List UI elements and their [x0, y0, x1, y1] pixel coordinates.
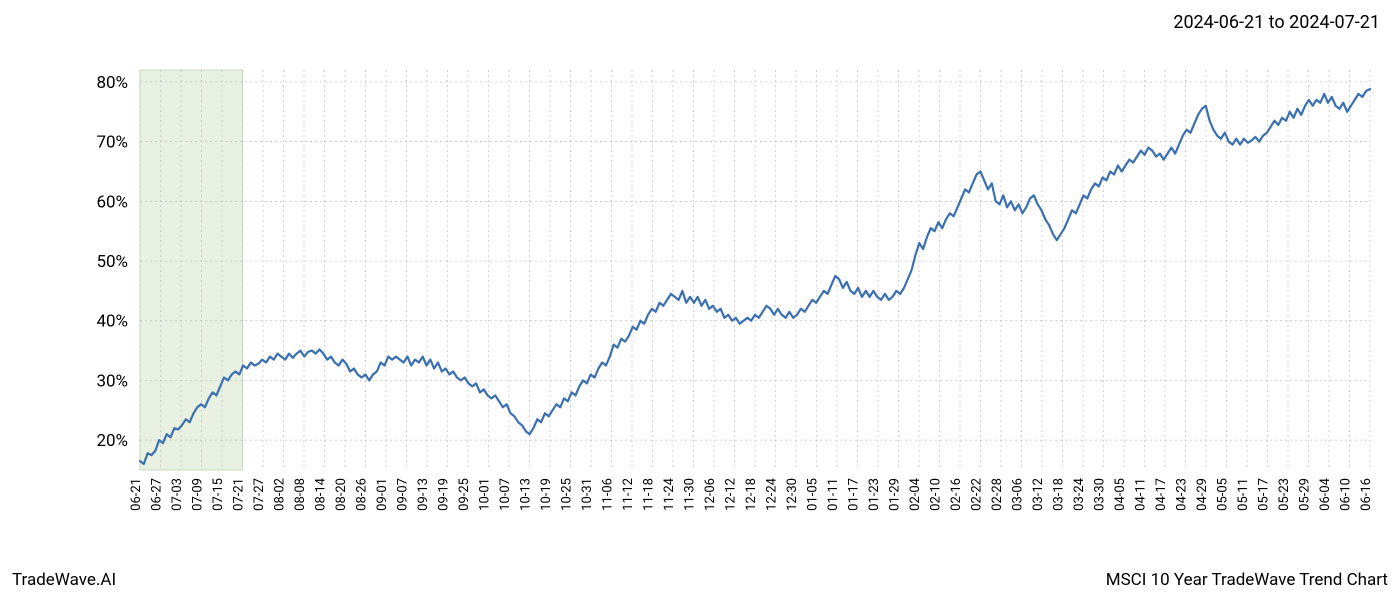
x-tick-label: 04-17	[1154, 478, 1169, 511]
x-tick-label: 12-30	[785, 478, 800, 511]
x-tick-label: 10-19	[539, 478, 554, 511]
x-tick-label: 03-18	[1052, 478, 1067, 511]
x-tick-label: 05-23	[1277, 478, 1292, 511]
x-tick-label: 08-26	[355, 478, 370, 511]
x-tick-label: 12-18	[744, 478, 759, 511]
y-tick-label: 40%	[96, 312, 128, 332]
x-tick-label: 11-18	[642, 478, 657, 511]
x-tick-label: 09-01	[375, 478, 390, 511]
footer-brand: TradeWave.AI	[12, 570, 116, 590]
x-tick-label: 02-04	[908, 477, 923, 511]
x-tick-label: 04-05	[1113, 478, 1128, 511]
y-tick-label: 20%	[96, 431, 128, 451]
footer-chart-title: MSCI 10 Year TradeWave Trend Chart	[1106, 570, 1388, 590]
x-tick-label: 11-12	[621, 478, 636, 511]
x-tick-label: 07-09	[191, 478, 206, 511]
trend-chart: 20% 30% 40% 50% 60% 70% 80% 06-21 06-27 07-03 07-0…	[0, 40, 1400, 570]
x-tick-label: 09-07	[396, 478, 411, 511]
x-tick-label: 06-10	[1339, 478, 1354, 511]
x-tick-label: 08-20	[334, 478, 349, 511]
y-tick-label: 70%	[96, 133, 128, 153]
x-tick-label: 09-19	[437, 478, 452, 511]
x-tick-label: 05-05	[1216, 478, 1231, 511]
y-tick-label: 80%	[96, 73, 128, 93]
x-tick-label: 01-29	[888, 478, 903, 511]
x-tick-label: 04-23	[1175, 478, 1190, 511]
x-tick-label: 02-28	[990, 478, 1005, 511]
x-tick-label: 01-11	[826, 478, 841, 511]
y-tick-label: 50%	[96, 252, 128, 272]
highlight-band	[140, 70, 243, 470]
x-tick-label: 11-06	[601, 478, 616, 511]
x-tick-label: 04-11	[1134, 478, 1149, 511]
x-tick-label: 02-10	[929, 478, 944, 511]
x-tick-label: 08-14	[314, 477, 329, 511]
x-tick-label: 03-06	[1011, 478, 1026, 511]
x-tick-label: 03-24	[1072, 477, 1087, 511]
x-tick-label: 06-04	[1318, 477, 1333, 511]
y-tick-label: 60%	[96, 192, 128, 212]
x-tick-label: 06-21	[129, 478, 144, 511]
x-tick-label: 01-23	[867, 478, 882, 511]
x-tick-label: 06-16	[1359, 478, 1374, 511]
x-tick-label: 05-17	[1257, 478, 1272, 511]
x-tick-label: 07-21	[232, 478, 247, 511]
x-tick-label: 10-07	[498, 478, 513, 511]
x-tick-label: 02-16	[949, 478, 964, 511]
x-tick-label: 02-22	[970, 478, 985, 511]
x-tick-label: 05-29	[1298, 478, 1313, 511]
x-tick-label: 10-13	[519, 478, 534, 511]
x-tick-label: 09-13	[416, 478, 431, 511]
x-tick-label: 11-30	[683, 478, 698, 511]
x-tick-label: 12-06	[703, 478, 718, 511]
x-tick-label: 08-08	[293, 478, 308, 511]
x-tick-label: 01-17	[847, 478, 862, 511]
date-range-label: 2024-06-21 to 2024-07-21	[1173, 12, 1380, 33]
x-tick-label: 06-27	[150, 478, 165, 511]
x-tick-label: 10-25	[560, 478, 575, 511]
x-tick-label: 07-03	[170, 478, 185, 511]
y-tick-label: 30%	[96, 371, 128, 391]
x-tick-label: 08-02	[273, 478, 288, 511]
x-tick-label: 12-24	[765, 477, 780, 511]
x-tick-label: 11-24	[662, 477, 677, 511]
x-tick-label: 07-15	[211, 478, 226, 511]
x-tick-label: 05-11	[1236, 478, 1251, 511]
x-tick-label: 07-27	[252, 478, 267, 511]
x-tick-label: 12-12	[724, 478, 739, 511]
x-tick-label: 01-05	[806, 478, 821, 511]
x-tick-label: 10-01	[478, 478, 493, 511]
x-tick-label: 03-12	[1031, 478, 1046, 511]
x-tick-label: 10-31	[580, 478, 595, 511]
x-tick-label: 03-30	[1093, 478, 1108, 511]
x-tick-label: 09-25	[457, 478, 472, 511]
x-tick-label: 04-29	[1195, 478, 1210, 511]
